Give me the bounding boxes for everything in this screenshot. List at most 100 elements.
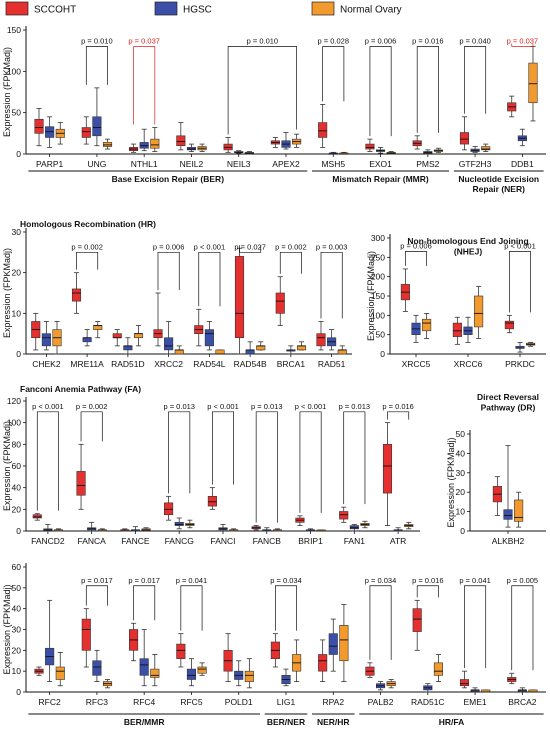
y-tick-label: 100 — [7, 418, 21, 428]
box-FANCA-0 — [76, 471, 86, 496]
box-MRE11A-0 — [71, 288, 82, 302]
category-label: GTF2H3 — [459, 159, 492, 169]
y-tick-label: 250 — [371, 252, 385, 262]
box-RAD51C-2 — [433, 662, 443, 676]
legend-swatch-1 — [154, 1, 178, 16]
chart-title-nhej: Non-homologous End Joining (NHEJ) — [407, 236, 528, 257]
box-BRCA1-2 — [296, 345, 307, 351]
category-label: RPA2 — [322, 697, 344, 707]
box-NTHL1-2 — [150, 138, 160, 149]
group-label: Nucleotide Excision Repair (NER) — [458, 174, 539, 194]
box-RAD51C-0 — [412, 608, 422, 632]
box-FANCG-1 — [174, 522, 184, 526]
chart-mixed: Expression (FPKMadj) 0 10 20 30 40 50 60 RFC2 RFC… — [2, 562, 546, 727]
category-label: RFC2 — [39, 697, 61, 707]
significance-bracket — [275, 585, 297, 631]
box-XRCC5-2 — [422, 318, 432, 332]
y-tick-label: 20 — [456, 487, 466, 497]
chart-title-line: Non-homologous End Joining — [407, 236, 528, 246]
chart-title-hr: Homologous Recombination (HR) — [20, 219, 156, 229]
box-FANCD2-0 — [32, 514, 42, 519]
category-label: MRE11A — [70, 359, 104, 369]
y-tick-label: 40 — [12, 604, 22, 614]
box-RAD51-2 — [337, 349, 347, 355]
box-RFC3-1 — [92, 660, 102, 676]
y-tick-label: 0 — [16, 687, 21, 697]
y-tick-label: 50 — [12, 108, 22, 118]
chart-title-line: Direct Reversal — [477, 392, 539, 402]
group-label: NER/HR — [317, 717, 350, 727]
p-value-label: p < 0.001 — [295, 402, 327, 411]
y-tick-label: 60 — [12, 461, 22, 471]
category-label: NTHL1 — [131, 159, 158, 169]
box-MRE11A-1 — [82, 337, 92, 343]
legend-swatch-0 — [5, 1, 29, 16]
p-value-label: p < 0.001 — [504, 242, 536, 251]
p-value-label: p = 0.010 — [81, 37, 113, 46]
box-RAD54L-2 — [215, 349, 225, 355]
significance-bracket — [416, 46, 439, 133]
box-RFC3-0 — [81, 618, 91, 651]
category-label: XRCC5 — [402, 359, 431, 369]
p-value-label: p = 0.013 — [339, 402, 371, 411]
significance-bracket — [85, 46, 108, 85]
significance-bracket — [36, 411, 59, 511]
y-axis-label: Expression (FPKMadj) — [446, 437, 456, 527]
box-XRCC6-0 — [452, 322, 462, 337]
p-value-label: p < 0.001 — [194, 242, 226, 251]
significance-bracket — [343, 411, 366, 505]
y-axis-label: Expression (FPKMadj) — [2, 248, 12, 338]
significance-bracket — [255, 411, 278, 523]
box-RAD54B-2 — [256, 345, 266, 351]
p-value-label: p = 0.016 — [412, 576, 444, 585]
category-label: POLD1 — [225, 697, 253, 707]
p-value-label: p = 0.037 — [507, 37, 539, 46]
box-MRE11A-2 — [93, 325, 103, 330]
category-label: EXO1 — [369, 159, 392, 169]
chart-title-line: (NHEJ) — [454, 247, 483, 257]
box-GTF2H3-2 — [481, 146, 491, 151]
box-ATR-0 — [382, 444, 393, 494]
significance-bracket — [322, 46, 345, 102]
box-EME1-0 — [459, 679, 470, 687]
category-label: BRIP1 — [298, 536, 323, 546]
chart-fa: Fanconi Anemia Pathway (FA) Expression (F… — [2, 384, 420, 546]
category-label: PRKDC — [505, 359, 535, 369]
y-tick-label: 10 — [12, 666, 22, 676]
p-value-label: p = 0.028 — [318, 37, 350, 46]
group-label: Mismatch Repair (MMR) — [332, 174, 429, 184]
p-value-label: p = 0.005 — [507, 576, 539, 585]
legend-label-1: HGSC — [183, 5, 212, 16]
category-label: FAN1 — [344, 536, 366, 546]
box-FANCG-0 — [164, 502, 174, 516]
significance-bracket — [85, 585, 108, 606]
significance-bracket — [464, 585, 487, 669]
box-DDB1-2 — [528, 62, 538, 104]
y-tick-label: 120 — [7, 396, 21, 406]
p-value-label: p = 0.002 — [76, 402, 108, 411]
y-tick-label: 100 — [7, 66, 21, 76]
y-tick-label: 20 — [12, 645, 22, 655]
significance-bracket — [511, 585, 534, 671]
category-label: UNG — [87, 159, 106, 169]
group-label: BER/NER — [267, 717, 305, 727]
category-label: RFC5 — [180, 697, 202, 707]
significance-bracket — [133, 585, 156, 621]
significance-bracket — [464, 46, 487, 114]
significance-bracket — [320, 251, 343, 319]
box-XRCC2-2 — [174, 349, 184, 355]
significance-bracket — [509, 251, 531, 313]
category-label: XRCC2 — [154, 359, 183, 369]
y-tick-label: 0 — [16, 149, 21, 159]
p-value-label: p = 0.016 — [382, 402, 414, 411]
box-UNG-0 — [81, 127, 91, 138]
legend: SCCOHT HGSC Normal Ovary — [5, 1, 402, 16]
y-tick-label: 50 — [376, 330, 386, 340]
p-value-label: p = 0.013 — [251, 402, 283, 411]
box-POLD1-2 — [244, 670, 254, 682]
y-axis-label: Expression (FPKMadj) — [2, 584, 12, 674]
box-UNG-1 — [92, 116, 102, 137]
p-value-label: p = 0.034 — [365, 576, 397, 585]
